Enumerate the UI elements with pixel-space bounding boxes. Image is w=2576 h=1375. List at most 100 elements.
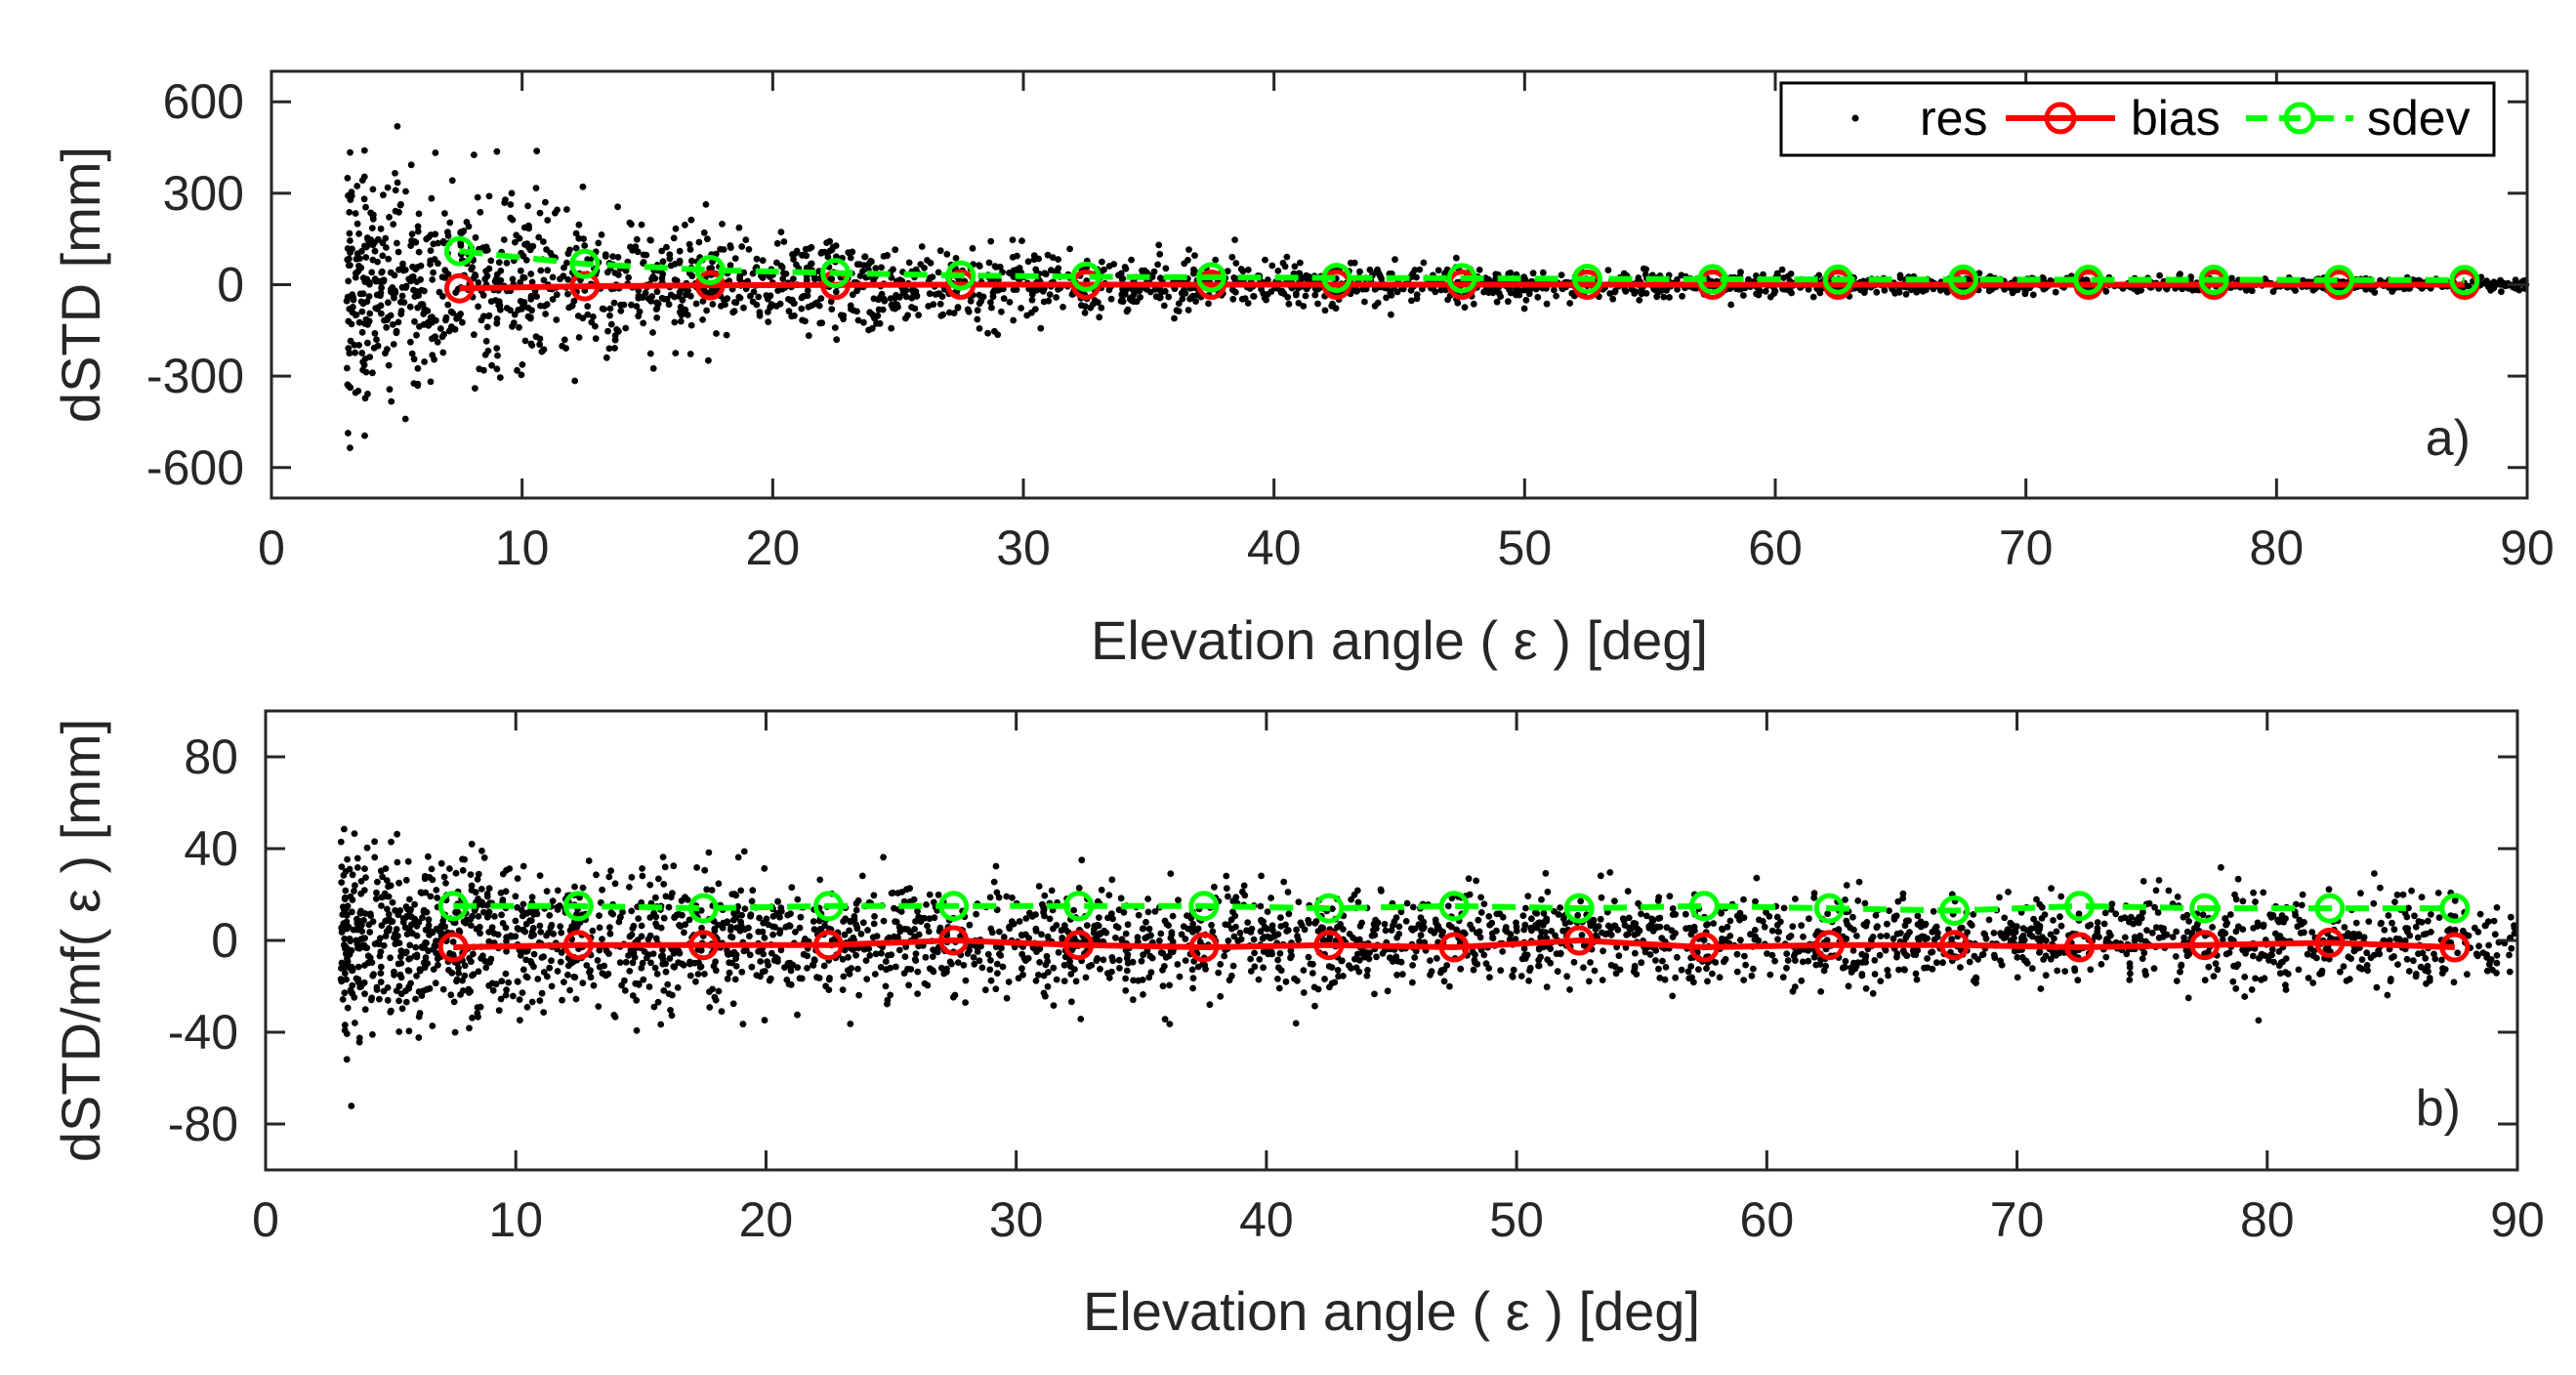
res-point [1066,245,1073,253]
res-point [657,1021,665,1028]
res-point [425,916,433,924]
res-point [472,271,478,278]
res-point [924,922,931,930]
res-point [1890,935,1897,942]
res-point [419,914,426,922]
res-point [502,970,510,978]
res-point [2405,968,2413,975]
res-point [668,1012,676,1020]
res-point [724,975,731,982]
res-point [1028,913,1036,920]
res-point [420,311,428,317]
res-point [695,238,703,246]
res-point [488,361,495,369]
res-point [2184,994,2192,1002]
res-point [1817,988,1825,995]
res-point [1799,958,1807,966]
res-point [633,1026,641,1034]
res-point [850,307,857,314]
res-point [881,297,889,305]
res-point [1395,923,1403,931]
res-point [708,887,716,894]
res-point [709,985,716,993]
res-point [430,966,437,973]
res-point [1306,919,1312,927]
res-point [1750,965,1757,973]
res-point [2254,919,2262,927]
res-point [1229,908,1236,916]
res-point [441,210,448,217]
res-point [748,897,756,905]
res-point [536,341,543,349]
res-point [666,251,674,259]
res-point [658,247,666,255]
res-point [1000,295,1008,303]
res-point [682,221,688,229]
res-point [536,872,544,879]
res-point [369,918,377,926]
res-point [879,306,887,313]
res-point [901,953,909,960]
res-point [1156,937,1163,944]
res-point [598,231,605,238]
res-point [761,935,769,941]
res-point [759,257,767,265]
res-point [2337,968,2344,976]
res-point [860,318,867,326]
res-point [406,303,414,311]
res-point [774,287,782,294]
res-point [430,269,436,276]
res-point [2340,963,2347,970]
res-point [1747,931,1754,938]
res-point [595,1003,602,1010]
res-point [1751,927,1759,934]
res-point [1244,300,1252,307]
res-point [564,275,572,283]
res-point [1037,324,1045,332]
res-point [2052,288,2059,296]
res-point [482,338,490,345]
res-point [2282,986,2290,993]
res-point [2050,917,2057,924]
res-point [512,238,519,246]
res-point [392,170,398,177]
res-point [477,208,484,216]
res-point [1032,266,1040,273]
res-point [2381,927,2389,934]
res-point [1159,982,1167,990]
res-point [439,985,447,993]
res-point [639,293,646,301]
res-point [348,188,355,196]
res-point [1010,267,1018,274]
res-point [1144,896,1151,902]
res-point [440,331,447,338]
res-point [1893,950,1901,957]
res-point [526,246,534,254]
res-point [773,239,781,247]
res-point [868,258,875,266]
res-point [2508,944,2515,952]
res-point [537,302,544,310]
res-point [371,275,379,283]
res-point [1771,287,1779,295]
res-point [399,260,406,268]
res-point [997,952,1005,959]
res-point [1334,967,1342,974]
res-point [392,187,399,194]
res-point [1737,269,1744,276]
res-point [1654,896,1662,904]
res-point [2036,938,2044,945]
res-point [1700,937,1708,944]
sdev-marker [2449,265,2480,296]
res-point [1356,268,1363,275]
res-point [907,966,915,973]
res-point [392,906,398,914]
res-point [478,847,485,854]
res-point [2239,926,2247,933]
res-point [502,888,510,896]
res-point [1655,965,1662,973]
res-point [1858,971,1866,978]
res-point [361,1006,369,1014]
res-point [485,929,493,936]
res-point [1288,952,1295,960]
